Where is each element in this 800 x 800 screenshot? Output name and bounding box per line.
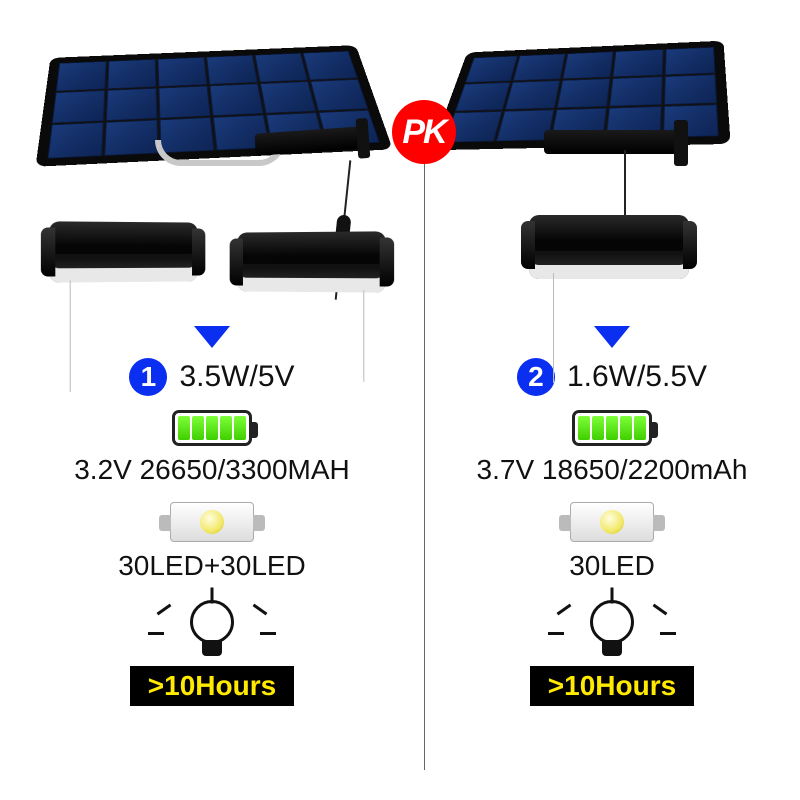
product-right-image: [424, 10, 800, 330]
light-rays-icon: [152, 602, 272, 662]
power-spec-right: 1.6W/5.5V: [567, 360, 707, 394]
product-left-column: 1 3.5W/5V 3.2V 26650/3300MAH 30LED+30LED…: [0, 0, 424, 800]
light-rays-icon: [552, 602, 672, 662]
power-spec-left: 3.5W/5V: [179, 360, 294, 394]
led-chip-icon: [170, 502, 254, 542]
hours-badge-left: >10Hours: [130, 666, 294, 706]
battery-spec-right: 3.7V 18650/2200mAh: [477, 454, 748, 486]
pk-badge: PK: [392, 100, 456, 164]
led-chip-icon: [570, 502, 654, 542]
power-row-left: 1 3.5W/5V: [129, 358, 294, 396]
led-spec-left: 30LED+30LED: [118, 550, 306, 582]
number-badge-1: 1: [129, 358, 167, 396]
vertical-divider: [424, 130, 425, 770]
product-right-column: 2 1.6W/5.5V 3.7V 18650/2200mAh 30LED >10…: [424, 0, 800, 800]
product-left-image: [0, 10, 424, 330]
lamp-left-2: [237, 231, 386, 292]
lamp-left-1: [49, 221, 198, 282]
lamp-right-1: [529, 215, 689, 279]
power-row-right: 2 1.6W/5.5V: [517, 358, 707, 396]
mount-bracket-left: [155, 140, 285, 200]
hours-badge-right: >10Hours: [530, 666, 694, 706]
battery-icon: [172, 410, 252, 446]
battery-icon: [572, 410, 652, 446]
mount-bracket-right: [544, 130, 684, 180]
number-badge-2: 2: [517, 358, 555, 396]
battery-spec-left: 3.2V 26650/3300MAH: [74, 454, 350, 486]
led-spec-right: 30LED: [569, 550, 655, 582]
cable-right: [624, 150, 626, 220]
